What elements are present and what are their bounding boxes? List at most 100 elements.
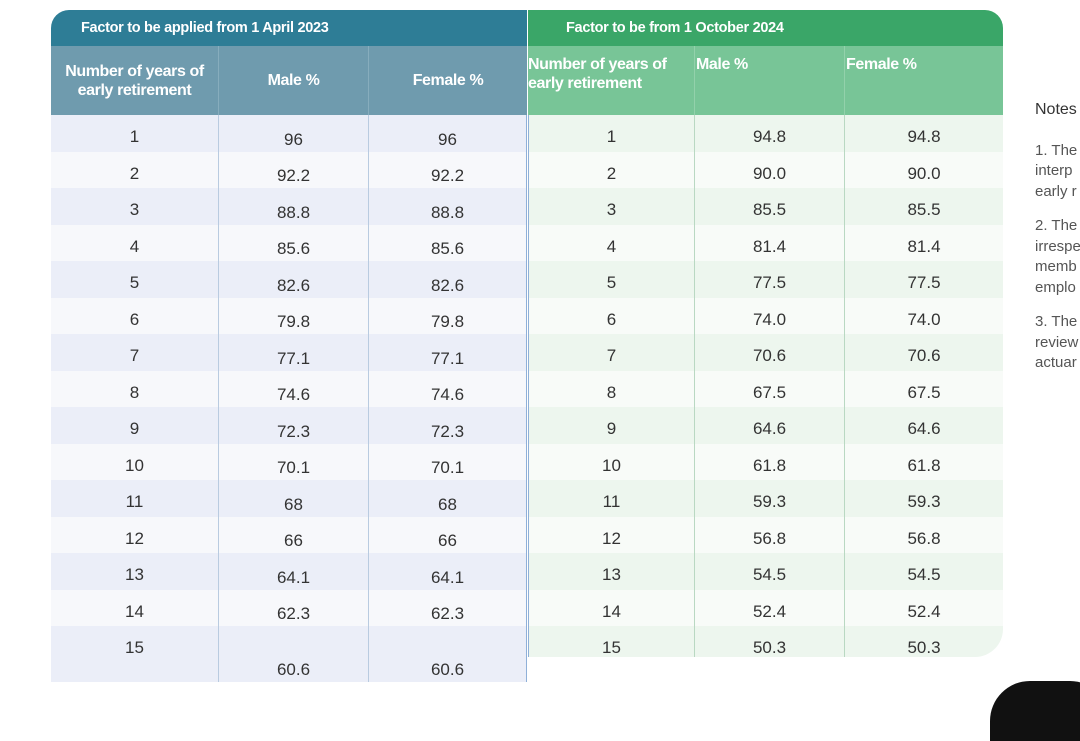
table-row: 5 82.6 82.6 — [51, 261, 527, 298]
male-cell: 54.5 — [695, 553, 845, 590]
years-cell: 2 — [528, 151, 695, 188]
years-cell: 14 — [528, 589, 695, 626]
male-cell: 68 — [219, 480, 369, 517]
table-row: 5 77.5 77.5 — [528, 261, 1003, 298]
male-cell: 77.1 — [219, 334, 369, 371]
header-years: Number of years of early retirement — [51, 46, 219, 115]
years-cell: 3 — [51, 188, 219, 225]
female-cell: 52.4 — [907, 601, 941, 621]
female-cell: 77.5 — [907, 273, 941, 292]
table-row: 6 74.0 74.0 — [528, 297, 1003, 334]
male-cell: 79.8 — [219, 297, 369, 334]
female-cell: 60.6 — [369, 626, 527, 682]
table-row: 1 94.8 94.8 — [528, 115, 1003, 152]
female-cell: 90.0 — [907, 163, 941, 183]
table-row: 13 64.1 64.1 — [51, 553, 527, 590]
years-cell: 14 — [51, 589, 219, 626]
note-item: 2. The irrespe memb emplo — [1035, 216, 1080, 298]
note-line: 2. The — [1035, 217, 1078, 234]
header-male: Male % — [219, 46, 369, 115]
male-cell: 85.6 — [219, 224, 369, 261]
male-cell: 85.5 — [695, 188, 845, 225]
male-cell: 70.1 — [219, 443, 369, 480]
years-cell: 12 — [51, 516, 219, 553]
female-cell: 92.2 — [369, 151, 527, 188]
table-row: 7 77.1 77.1 — [51, 334, 527, 371]
note-line: memb — [1035, 258, 1077, 275]
male-cell: 62.3 — [219, 589, 369, 626]
years-cell: 12 — [528, 516, 695, 553]
years-cell: 15 — [528, 626, 695, 657]
male-cell: 64.1 — [219, 553, 369, 590]
note-line: 3. The — [1035, 313, 1078, 330]
table-row: 15 60.6 60.6 — [51, 626, 527, 682]
years-cell: 4 — [51, 224, 219, 261]
note-line: emplo — [1035, 278, 1076, 296]
column-headers: Number of years of early retirement Male… — [528, 46, 1003, 115]
header-male: Male % — [695, 46, 845, 115]
table-row: 11 68 68 — [51, 480, 527, 517]
male-cell: 92.2 — [219, 151, 369, 188]
years-cell: 6 — [51, 297, 219, 334]
years-cell: 11 — [51, 480, 219, 517]
table-row: 8 67.5 67.5 — [528, 370, 1003, 407]
female-cell: 85.6 — [369, 224, 527, 261]
years-cell: 7 — [528, 334, 695, 371]
note-line: early r — [1035, 182, 1077, 200]
male-cell: 60.6 — [219, 626, 369, 682]
male-cell: 77.5 — [695, 261, 845, 298]
table-row: 9 72.3 72.3 — [51, 407, 527, 444]
years-cell: 9 — [51, 407, 219, 444]
female-cell: 64.1 — [369, 553, 527, 590]
column-headers: Number of years of early retirement Male… — [51, 46, 527, 115]
table-row: 1 96 96 — [51, 115, 527, 152]
table-row: 13 54.5 54.5 — [528, 553, 1003, 590]
table-row: 3 85.5 85.5 — [528, 188, 1003, 225]
table-row: 12 56.8 56.8 — [528, 516, 1003, 553]
table-row: 7 70.6 70.6 — [528, 334, 1003, 371]
table-row: 8 74.6 74.6 — [51, 370, 527, 407]
female-cell: 59.3 — [907, 492, 941, 511]
female-cell: 74.6 — [369, 370, 527, 407]
years-cell: 10 — [528, 443, 695, 480]
male-cell: 94.8 — [695, 115, 845, 152]
female-cell: 50.3 — [907, 638, 941, 657]
years-cell: 9 — [528, 407, 695, 444]
female-cell: 81.4 — [907, 236, 941, 256]
table-row: 12 66 66 — [51, 516, 527, 553]
male-cell: 56.8 — [695, 516, 845, 553]
years-cell: 8 — [51, 370, 219, 407]
years-cell: 13 — [528, 553, 695, 590]
notes-heading: Notes — [1035, 101, 1077, 118]
female-cell: 85.5 — [907, 200, 941, 219]
years-cell: 3 — [528, 188, 695, 225]
note-line: actuar — [1035, 354, 1077, 371]
table-row: 2 92.2 92.2 — [51, 151, 527, 188]
years-cell: 2 — [51, 151, 219, 188]
male-cell: 88.8 — [219, 188, 369, 225]
female-cell: 96 — [369, 115, 527, 152]
table-body: 1 94.8 94.8 2 90.0 90.0 3 85.5 85.5 4 81.4 81.4 5 77.… — [528, 115, 1003, 657]
female-cell: 54.5 — [907, 565, 941, 584]
table-title: Factor to be applied from 1 April 2023 — [51, 10, 527, 46]
female-cell: 79.8 — [369, 297, 527, 334]
table-title: Factor to be from 1 October 2024 — [528, 10, 1003, 46]
female-cell: 88.8 — [369, 188, 527, 225]
table-row: 2 90.0 90.0 — [528, 151, 1003, 188]
male-cell: 70.6 — [695, 334, 845, 371]
table-body: 1 96 96 2 92.2 92.2 3 88.8 88.8 4 85.6 85.6 5 82.6 82.… — [51, 115, 527, 682]
male-cell: 66 — [219, 516, 369, 553]
female-cell: 82.6 — [369, 261, 527, 298]
male-cell: 52.4 — [695, 589, 845, 626]
years-cell: 10 — [51, 443, 219, 480]
male-cell: 59.3 — [695, 480, 845, 517]
floating-action-button[interactable] — [990, 681, 1080, 741]
note-line: review — [1035, 333, 1079, 351]
table-row: 6 79.8 79.8 — [51, 297, 527, 334]
years-cell: 1 — [51, 115, 219, 152]
male-cell: 50.3 — [695, 626, 845, 657]
years-cell: 5 — [51, 261, 219, 298]
table-row: 4 85.6 85.6 — [51, 224, 527, 261]
table-row: 14 52.4 52.4 — [528, 589, 1003, 626]
note-line: irrespe — [1035, 237, 1080, 255]
